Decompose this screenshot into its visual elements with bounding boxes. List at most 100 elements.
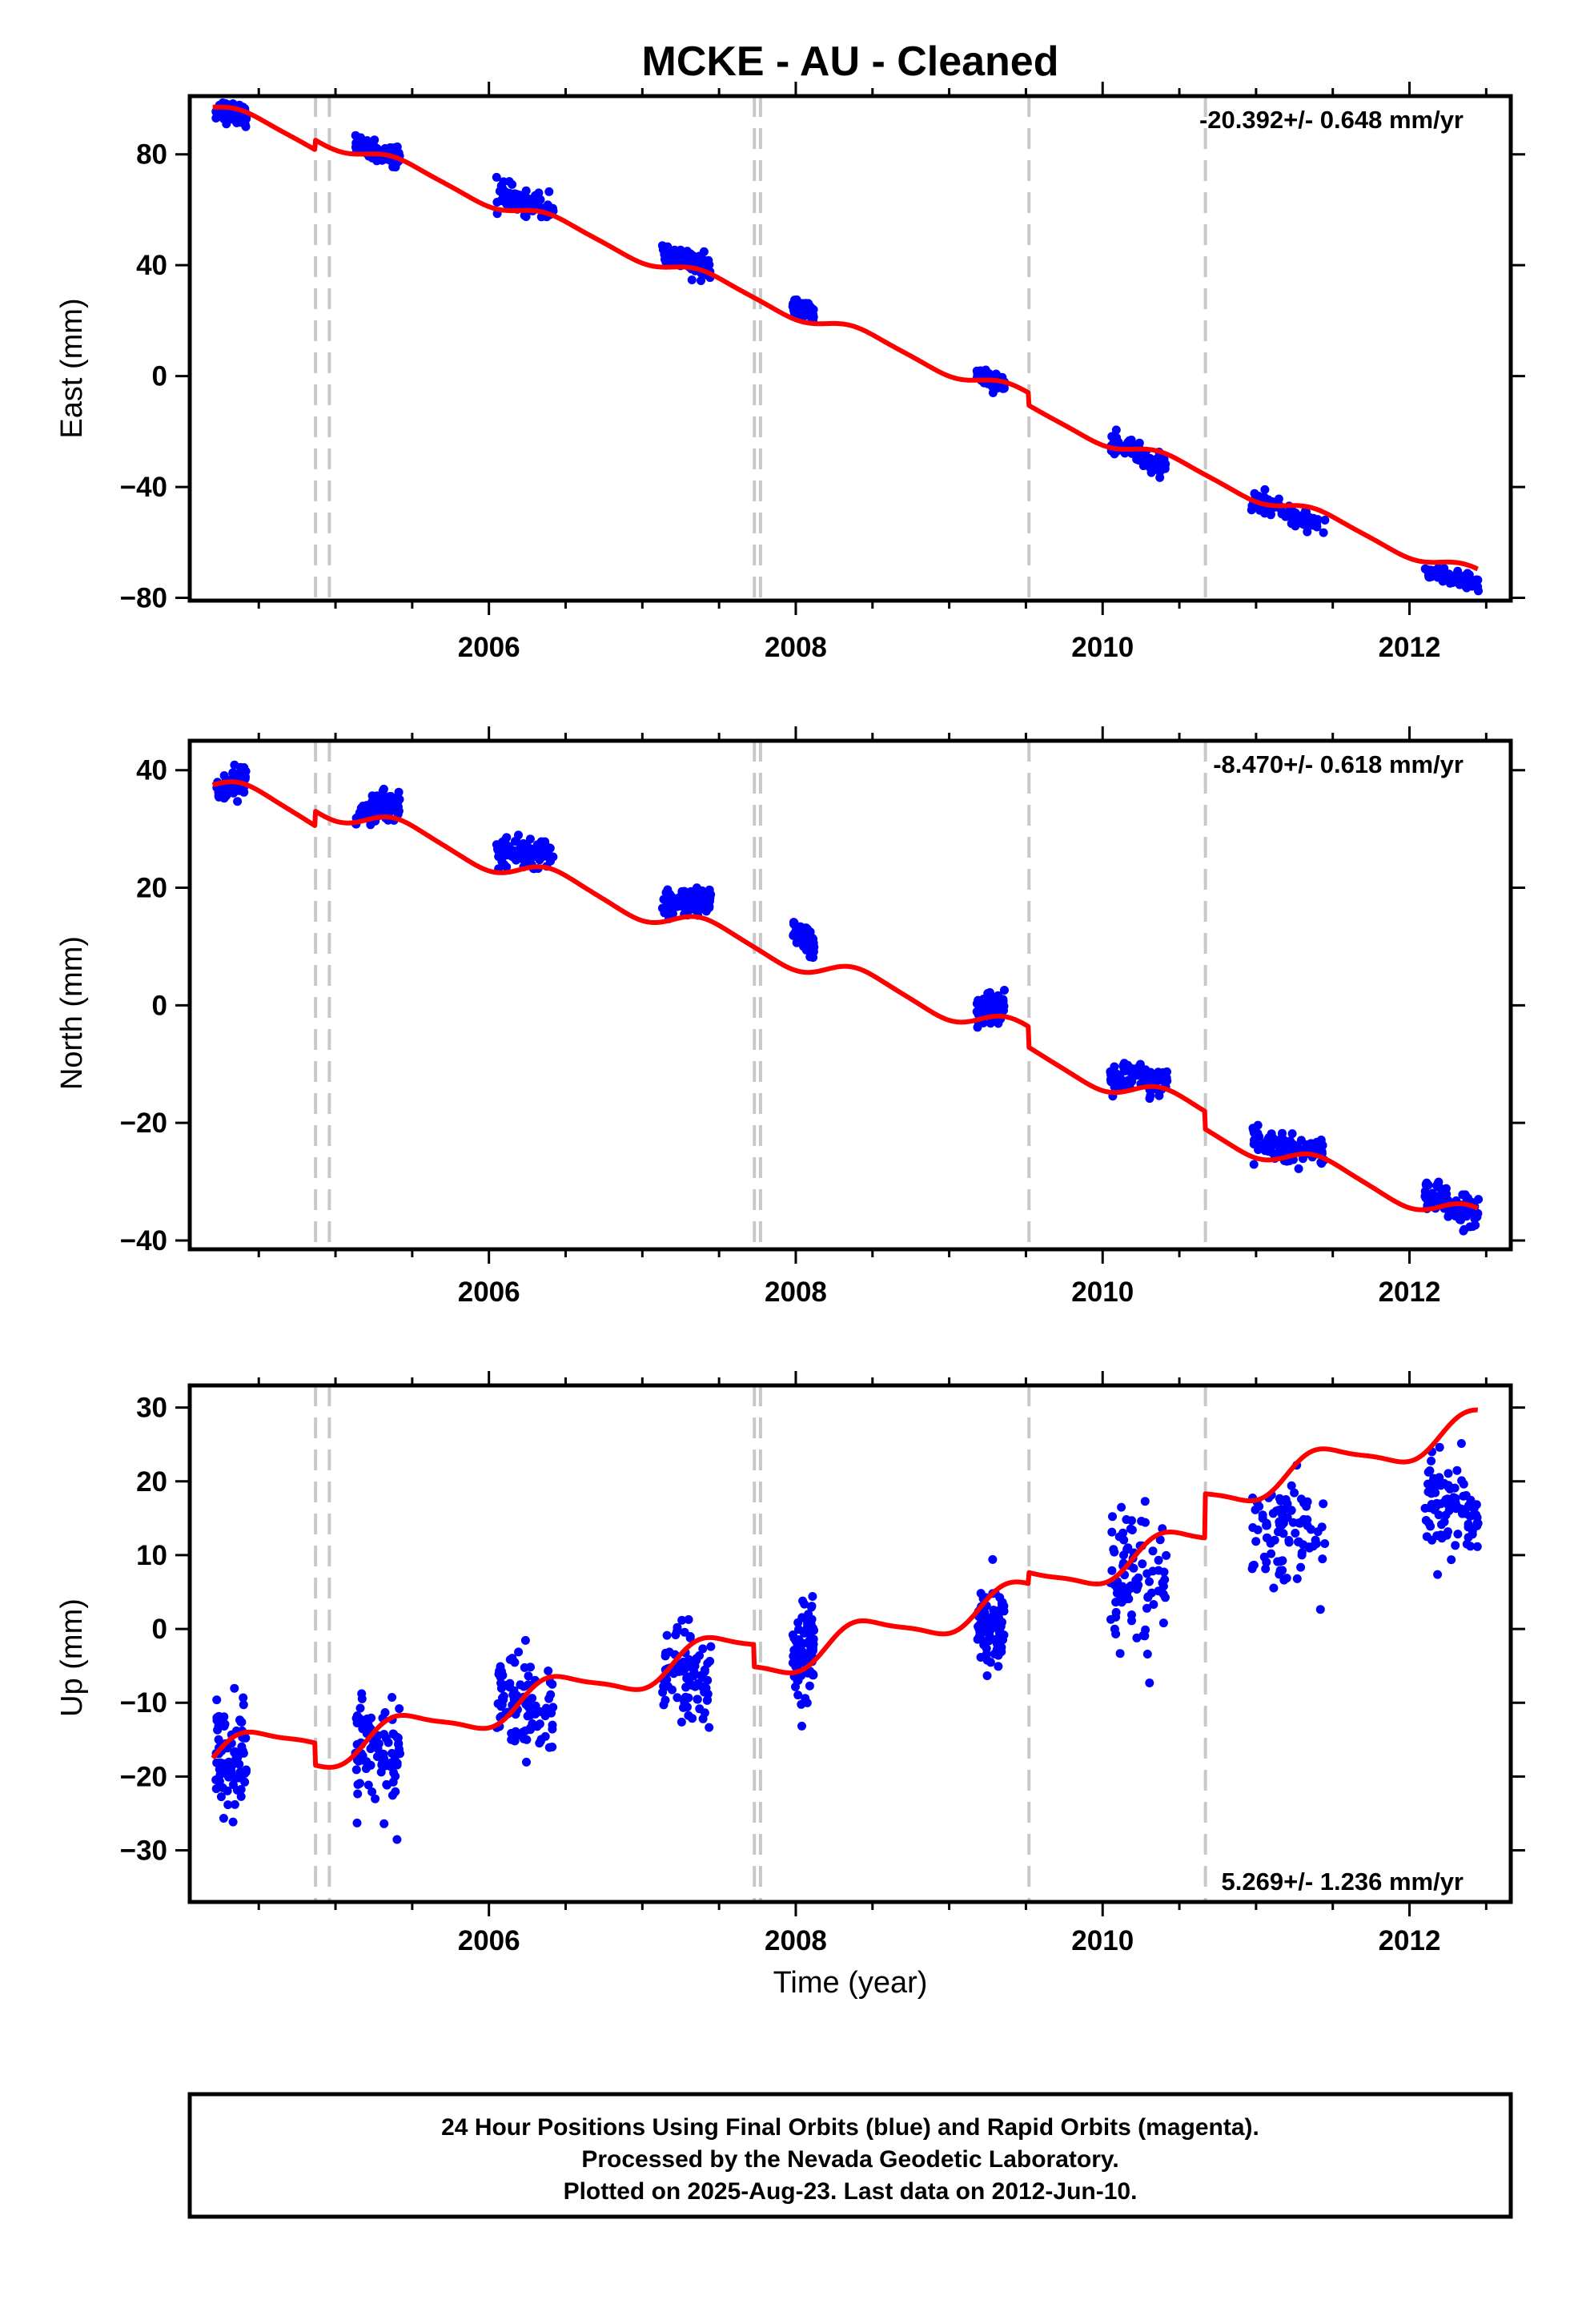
north-data-point	[1280, 1141, 1290, 1151]
up-data-point	[1443, 1527, 1452, 1537]
up-data-points	[211, 1439, 1483, 1844]
up-data-point	[548, 1703, 558, 1712]
up-data-point	[230, 1799, 239, 1809]
up-data-point	[992, 1639, 1002, 1648]
north-data-point	[791, 921, 801, 931]
up-data-point	[995, 1629, 1004, 1638]
north-data-point	[532, 840, 542, 850]
up-data-point	[357, 1689, 367, 1699]
up-data-point	[1154, 1555, 1163, 1565]
east-panel: East (mm) -20.392+/- 0.648 mm/yr 2006 200…	[55, 82, 1525, 663]
up-data-point	[510, 1658, 520, 1667]
up-data-point	[545, 1678, 555, 1687]
up-data-point	[999, 1606, 1009, 1616]
east-x-tick-label: 2006	[458, 632, 520, 663]
up-data-point	[377, 1760, 387, 1770]
up-data-point	[1262, 1533, 1271, 1542]
up-data-point	[1426, 1522, 1435, 1531]
east-data-point	[1299, 513, 1307, 522]
up-data-point	[1127, 1610, 1136, 1619]
north-y-tick-label: 40	[136, 755, 167, 786]
east-data-point	[975, 370, 985, 380]
up-data-point	[1290, 1488, 1299, 1498]
up-data-point	[388, 1759, 398, 1769]
east-data-point	[792, 303, 801, 312]
east-data-point	[1114, 437, 1123, 447]
up-data-point	[366, 1760, 375, 1770]
up-data-point	[1119, 1535, 1129, 1545]
north-data-point	[1422, 1180, 1431, 1190]
east-data-point	[657, 241, 667, 251]
up-data-point	[232, 1757, 242, 1767]
figure-title: MCKE - AU - Cleaned	[642, 38, 1059, 85]
north-panel: North (mm) -8.470+/- 0.618 mm/yr 2006 200…	[55, 726, 1525, 1308]
up-data-point	[371, 1794, 380, 1803]
up-data-point	[544, 1743, 554, 1752]
east-data-point	[519, 198, 528, 207]
up-data-point	[982, 1655, 992, 1665]
up-data-point	[1122, 1545, 1132, 1554]
north-data-point	[661, 888, 671, 898]
north-data-point	[367, 797, 377, 806]
up-data-point	[1317, 1522, 1327, 1532]
east-data-point	[1260, 493, 1270, 502]
up-y-tick-label: −10	[120, 1687, 167, 1719]
east-y-tick-label: 80	[136, 139, 167, 171]
up-data-point	[239, 1693, 248, 1703]
east-data-point	[531, 191, 540, 200]
north-data-point	[1135, 1059, 1145, 1069]
east-plot-area	[211, 96, 1483, 601]
up-data-point	[1427, 1535, 1437, 1545]
up-data-point	[1155, 1535, 1165, 1545]
up-data-point	[1261, 1564, 1271, 1574]
up-data-point	[528, 1694, 537, 1703]
up-y-tick-label: 0	[152, 1614, 167, 1645]
up-data-point	[392, 1732, 402, 1742]
north-data-points	[212, 760, 1484, 1236]
up-data-point	[705, 1723, 714, 1732]
north-data-point	[809, 935, 818, 944]
up-data-point	[239, 1700, 248, 1710]
up-data-point	[352, 1755, 362, 1765]
up-data-point	[1270, 1535, 1279, 1545]
north-data-point	[548, 852, 558, 862]
up-data-point	[1464, 1501, 1473, 1510]
up-data-point	[1435, 1473, 1444, 1482]
up-data-point	[797, 1613, 807, 1622]
north-data-point	[805, 952, 815, 962]
up-data-point	[497, 1700, 507, 1710]
up-data-point	[383, 1738, 393, 1747]
up-data-point	[1277, 1505, 1287, 1514]
footer-line-1: 24 Hour Positions Using Final Orbits (bl…	[441, 2114, 1259, 2141]
up-data-point	[1255, 1502, 1264, 1511]
up-y-axis-label: Up (mm)	[55, 1598, 89, 1717]
up-data-point	[1132, 1633, 1142, 1642]
north-data-point	[983, 995, 993, 1004]
north-data-point	[525, 834, 535, 844]
north-data-point	[1463, 1208, 1472, 1218]
east-y-tick-label: −40	[120, 472, 167, 503]
north-data-point	[235, 770, 245, 780]
up-data-point	[1258, 1510, 1267, 1520]
up-data-point	[1268, 1509, 1278, 1518]
up-data-point	[1303, 1515, 1312, 1525]
up-data-point	[1279, 1575, 1289, 1585]
up-data-point	[1320, 1539, 1330, 1548]
north-data-point	[1249, 1160, 1259, 1169]
north-x-tick-label: 2012	[1379, 1277, 1441, 1308]
up-data-point	[1423, 1479, 1432, 1489]
north-data-point	[394, 787, 404, 797]
up-data-point	[794, 1625, 803, 1634]
up-data-point	[389, 1768, 399, 1778]
east-data-point	[1155, 467, 1165, 476]
up-data-point	[1117, 1502, 1126, 1512]
up-data-point	[352, 1719, 362, 1727]
up-data-point	[520, 1635, 530, 1645]
up-data-point	[797, 1647, 806, 1656]
north-data-point	[1262, 1144, 1271, 1154]
up-data-point	[1141, 1518, 1150, 1527]
up-data-point	[1435, 1442, 1444, 1452]
north-y-tick-label: 20	[136, 873, 167, 904]
up-data-point	[677, 1615, 687, 1625]
